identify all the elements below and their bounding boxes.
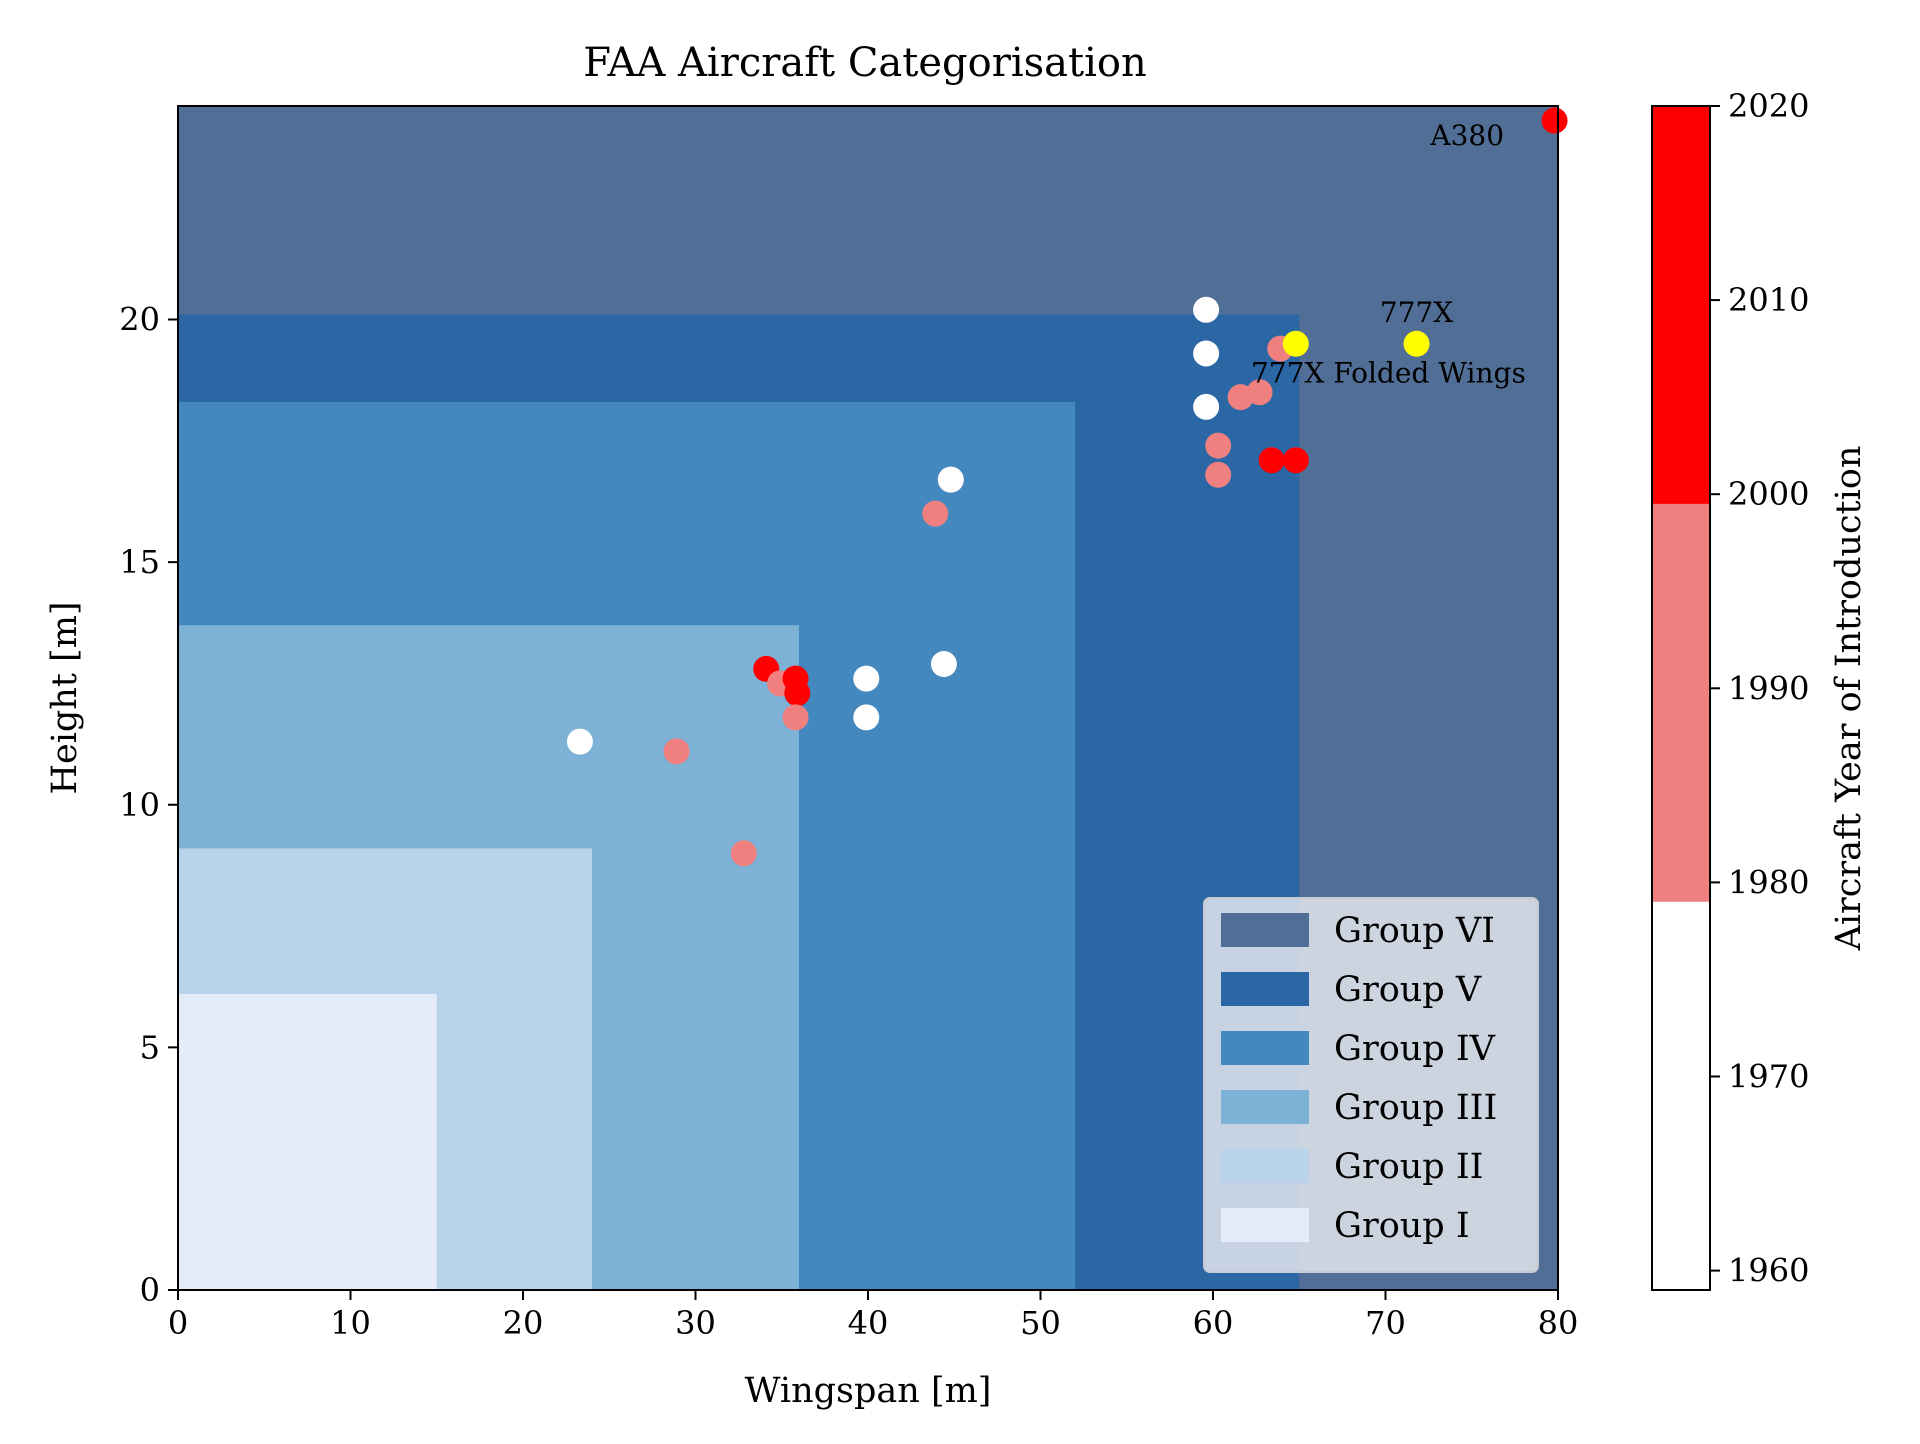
data-point	[782, 704, 809, 731]
legend: Group VI Group V Group IV Group III Group II…	[1203, 897, 1539, 1273]
y-tick-label: 15	[119, 543, 160, 581]
y-tick-label: 0	[140, 1271, 160, 1309]
colorbar-tick-label: 2000	[1728, 475, 1809, 513]
data-point	[784, 680, 811, 707]
data-point	[1246, 379, 1273, 406]
data-point	[1403, 330, 1430, 357]
data-point	[853, 665, 880, 692]
data-point	[566, 728, 593, 755]
data-point	[1193, 393, 1220, 420]
data-point	[1205, 461, 1232, 488]
x-tick-label: 50	[1020, 1304, 1061, 1342]
colorbar-tick-label: 1990	[1728, 669, 1809, 707]
legend-label: Group III	[1334, 1088, 1497, 1128]
data-point	[937, 466, 964, 493]
x-tick-label: 40	[848, 1304, 889, 1342]
colorbar-frame	[1651, 105, 1711, 1291]
colorbar: 1960 1970 1980 1990 2000 2010 2020	[1651, 87, 1809, 1291]
y-tick-label: 10	[119, 786, 160, 824]
colorbar-tick-label: 2010	[1728, 281, 1809, 319]
legend-label: Group II	[1334, 1147, 1484, 1187]
x-tick-label: 70	[1365, 1304, 1406, 1342]
annotation-label: 777X	[1380, 296, 1453, 329]
x-tick-label: 0	[168, 1304, 188, 1342]
data-point	[1193, 340, 1220, 367]
legend-label: Group IV	[1334, 1029, 1496, 1069]
legend-label: Group VI	[1334, 911, 1495, 951]
group-band-5	[178, 994, 437, 1290]
x-tick-label: 60	[1193, 1304, 1234, 1342]
data-point	[1282, 447, 1309, 474]
data-point	[922, 500, 949, 527]
data-point	[663, 738, 690, 765]
colorbar-tick-label: 1960	[1728, 1252, 1809, 1290]
colorbar-band	[1652, 503, 1710, 902]
y-axis-ticks: 0 5 10 15 20	[119, 301, 178, 1309]
legend-swatch	[1221, 1031, 1309, 1065]
data-point	[1205, 432, 1232, 459]
x-tick-label: 30	[675, 1304, 716, 1342]
x-tick-label: 10	[330, 1304, 371, 1342]
y-tick-label: 20	[119, 301, 160, 339]
legend-label: Group V	[1334, 970, 1482, 1010]
legend-swatch	[1221, 1090, 1309, 1124]
annotation-label: 777X Folded Wings	[1251, 357, 1526, 390]
data-point	[730, 840, 757, 867]
data-point	[1282, 330, 1309, 357]
legend-swatch	[1221, 972, 1309, 1006]
data-point	[853, 704, 880, 731]
x-tick-label: 80	[1538, 1304, 1579, 1342]
x-axis-label: Wingspan [m]	[745, 1371, 992, 1411]
x-tick-label: 20	[503, 1304, 544, 1342]
legend-swatch	[1221, 913, 1309, 947]
group-bands	[178, 106, 1558, 1290]
chart-title: FAA Aircraft Categorisation	[583, 40, 1146, 86]
colorbar-tick-label: 1980	[1728, 863, 1809, 901]
colorbar-tick-label: 1970	[1728, 1057, 1809, 1095]
data-points	[566, 107, 1568, 867]
y-tick-label: 5	[140, 1028, 160, 1066]
legend-label: Group I	[1334, 1206, 1470, 1246]
data-point	[930, 651, 957, 678]
colorbar-label: Aircraft Year of Introduction	[1829, 446, 1869, 952]
colorbar-band	[1652, 901, 1710, 1290]
legend-swatch	[1221, 1208, 1309, 1242]
annotation-label: A380	[1429, 119, 1504, 152]
data-point	[1258, 447, 1285, 474]
colorbar-band	[1652, 106, 1710, 504]
x-axis-ticks: 0 10 20 30 40 50 60 70 80	[168, 1290, 1579, 1342]
annotations: A380 777X 777X Folded Wings	[1251, 119, 1526, 390]
y-axis-label: Height [m]	[45, 601, 85, 794]
legend-swatch	[1221, 1149, 1309, 1183]
data-point	[1541, 107, 1568, 134]
data-point	[1193, 296, 1220, 323]
colorbar-tick-label: 2020	[1728, 87, 1809, 125]
